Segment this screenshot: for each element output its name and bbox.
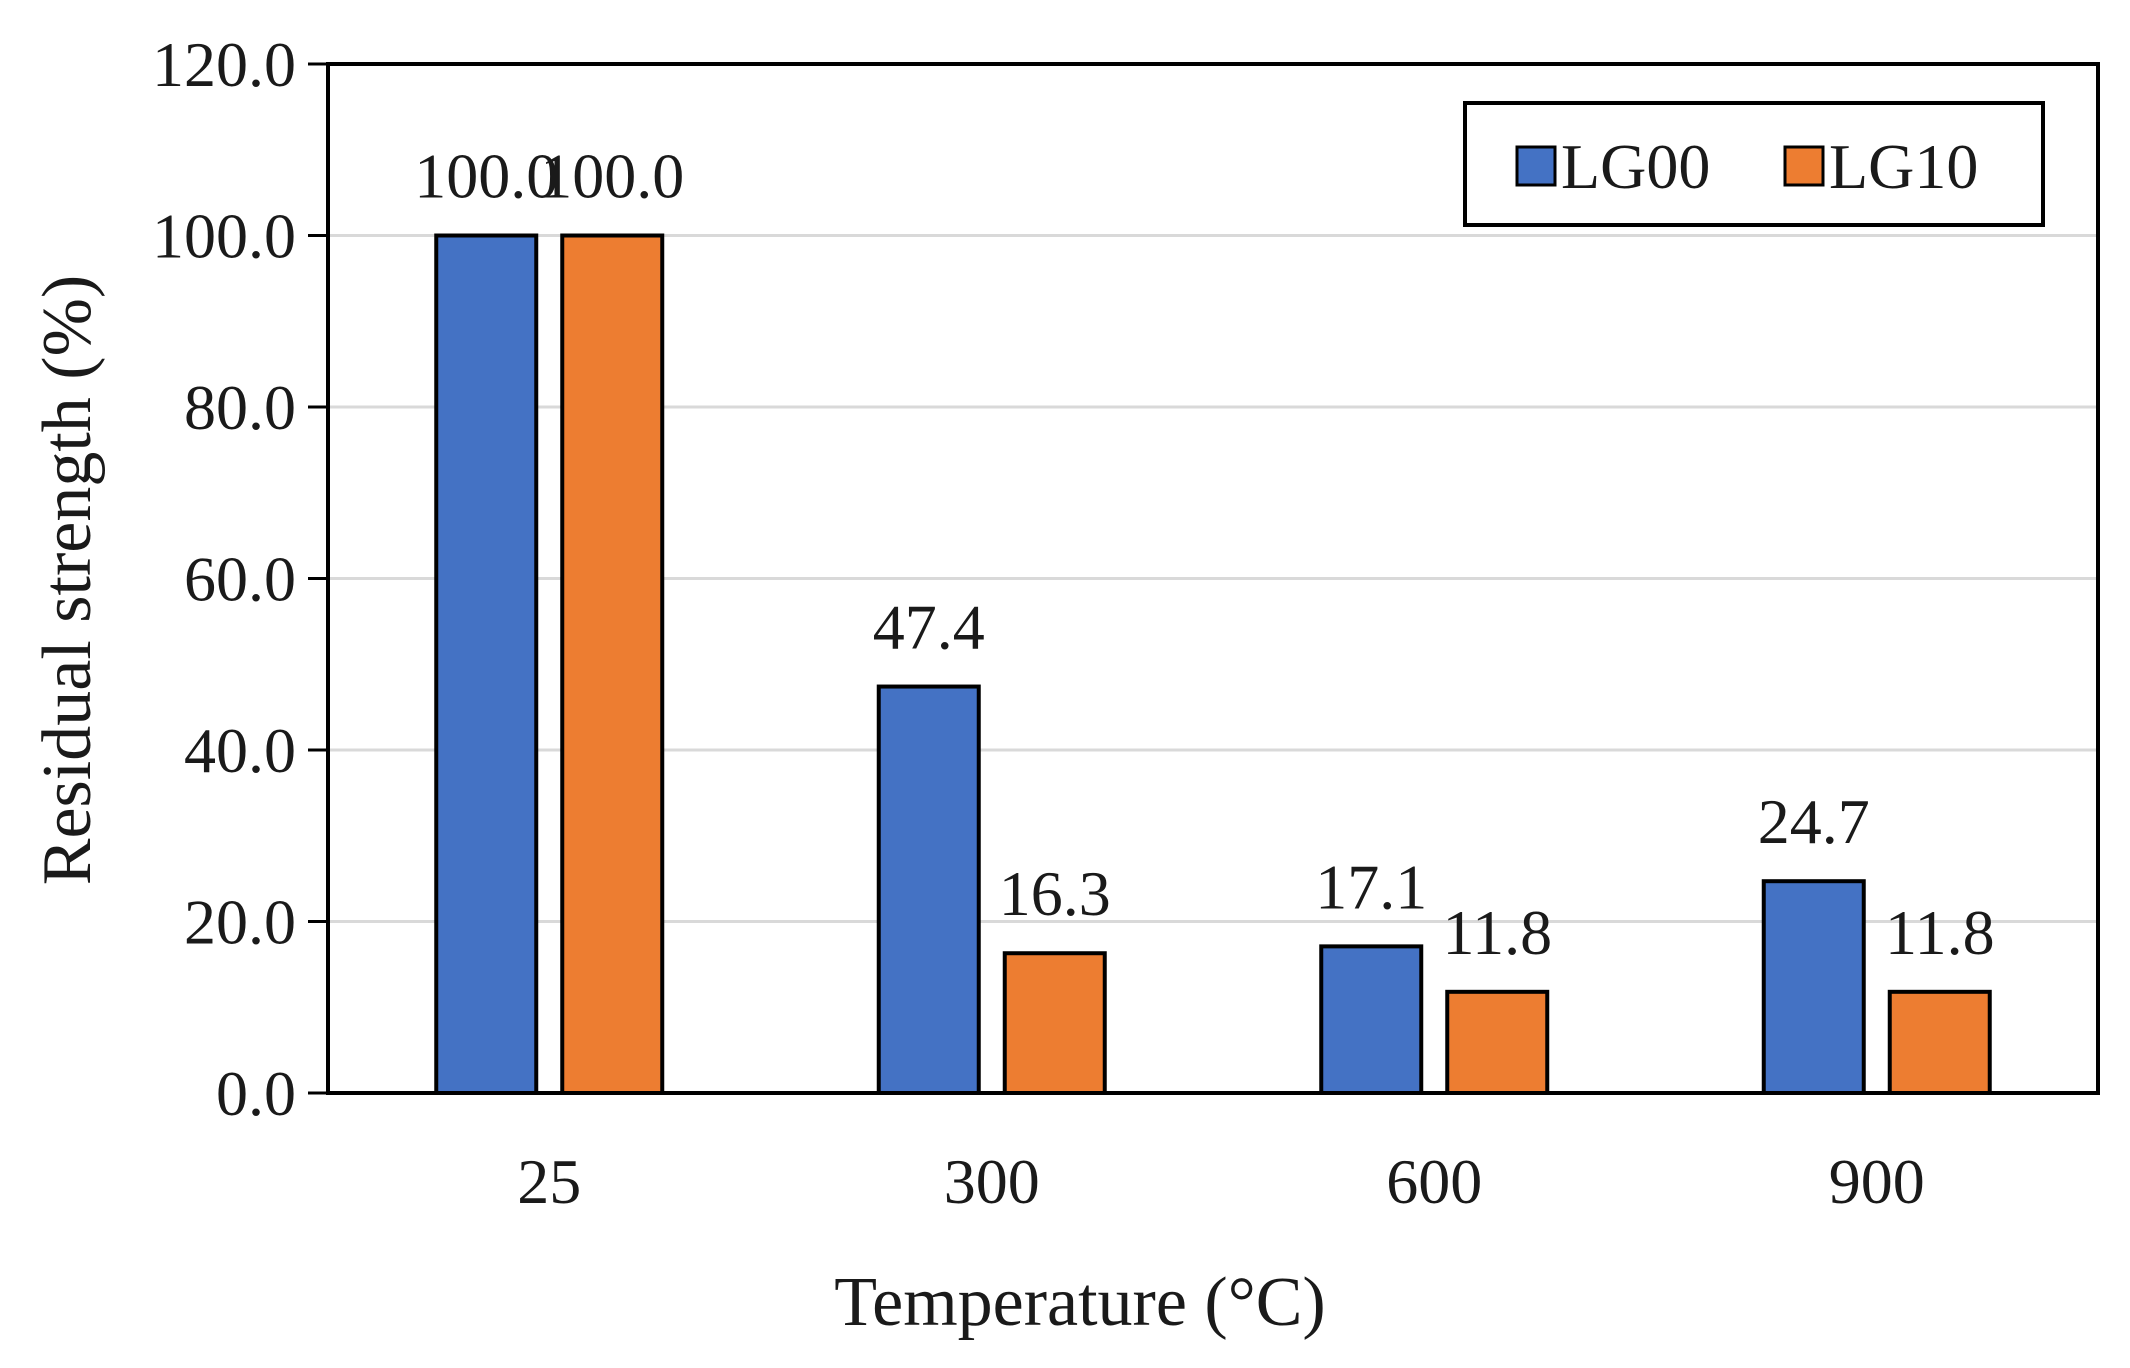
- bar-lg10-300: [1002, 951, 1107, 1095]
- y-tick-label: 20.0: [184, 887, 296, 958]
- x-tick-label: 300: [944, 1146, 1040, 1217]
- bar-lg10-600: [1445, 989, 1550, 1095]
- legend-label-lg00: LG00: [1561, 131, 1710, 202]
- y-tick-label: 40.0: [184, 715, 296, 786]
- x-tick-label: 600: [1386, 1146, 1482, 1217]
- legend: LG00 LG10: [1463, 101, 2045, 227]
- y-tick-label: 0.0: [216, 1058, 296, 1129]
- legend-swatch-lg00: [1515, 145, 1557, 187]
- y-axis-title: Residual strength (%): [29, 275, 106, 885]
- data-label-lg10-300: 16.3: [999, 858, 1111, 929]
- bar-lg00-25: [434, 233, 539, 1095]
- x-tick-label: 25: [517, 1146, 581, 1217]
- data-label-lg00-900: 24.7: [1758, 786, 1870, 857]
- bars: [434, 233, 1992, 1096]
- plot-frame: [326, 62, 2100, 1095]
- axes: 0.0 20.0 40.0 60.0 80.0 100.0 120.0 25 300 600 900: [152, 29, 2100, 1217]
- bar-lg00-600: [1319, 944, 1424, 1095]
- data-label-lg10-600: 11.8: [1442, 897, 1552, 968]
- data-label-lg10-25: 100.0: [540, 141, 684, 212]
- y-tick-label: 60.0: [184, 544, 296, 615]
- y-tick-label: 120.0: [152, 29, 296, 100]
- data-label-lg00-25: 100.0: [414, 141, 558, 212]
- bar-lg10-25: [560, 233, 665, 1095]
- bar-lg00-900: [1761, 879, 1866, 1096]
- bar-lg00-300: [876, 684, 981, 1095]
- data-label-lg00-300: 47.4: [873, 592, 985, 663]
- x-axis-title: Temperature (°C): [834, 1264, 1325, 1341]
- legend-swatch-lg10: [1783, 145, 1825, 187]
- data-label-lg00-600: 17.1: [1315, 851, 1427, 922]
- data-label-lg10-900: 11.8: [1885, 897, 1995, 968]
- legend-box: [1463, 101, 2045, 227]
- legend-label-lg10: LG10: [1829, 131, 1978, 202]
- bar-lg10-900: [1887, 989, 1992, 1095]
- y-tick-label: 100.0: [152, 201, 296, 272]
- x-tick-label: 900: [1829, 1146, 1925, 1217]
- y-tick-label: 80.0: [184, 372, 296, 443]
